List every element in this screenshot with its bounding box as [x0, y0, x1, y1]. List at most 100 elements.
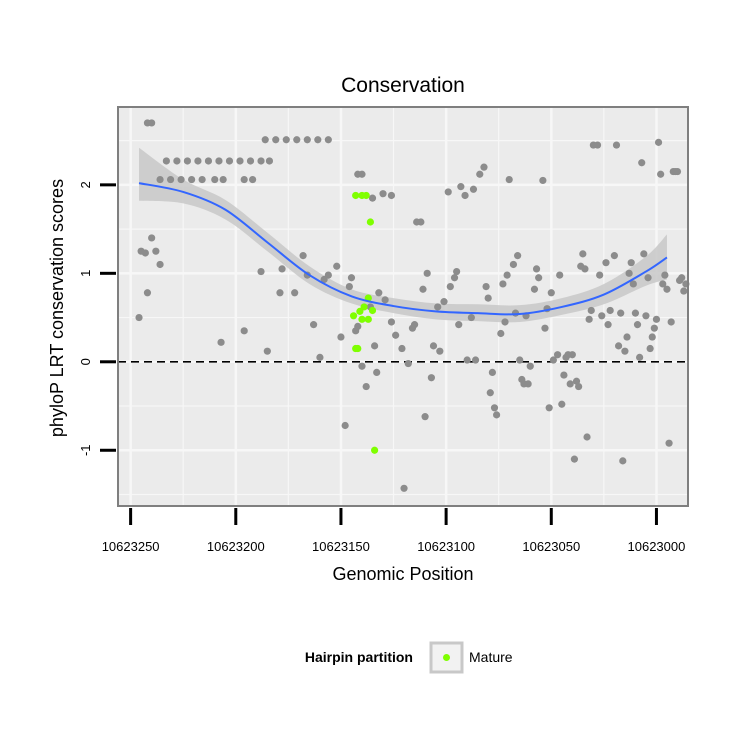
data-point: [499, 280, 507, 288]
data-point: [648, 333, 656, 341]
mature-point: [349, 312, 358, 320]
data-point: [257, 157, 265, 165]
data-point: [570, 455, 579, 463]
data-point: [644, 274, 652, 282]
data-point: [509, 260, 518, 269]
data-point: [373, 368, 381, 377]
data-point: [188, 175, 196, 184]
data-point: [265, 157, 274, 165]
data-point: [654, 138, 663, 146]
legend: Hairpin partition Mature: [305, 641, 513, 674]
data-point: [381, 296, 389, 304]
x-tick-label: 10623150: [312, 539, 370, 554]
data-point: [678, 274, 686, 282]
data-point: [514, 252, 522, 260]
data-point: [541, 324, 549, 332]
data-point: [621, 347, 629, 355]
y-tick-label: 2: [78, 181, 93, 188]
data-point: [617, 309, 625, 317]
data-point: [347, 274, 356, 282]
data-point: [463, 356, 471, 364]
y-tick-label: 0: [78, 358, 93, 365]
data-point: [225, 157, 234, 165]
data-point: [659, 280, 667, 288]
legend-mature-marker: [443, 654, 450, 661]
mature-point: [358, 315, 366, 323]
mature-point: [362, 191, 370, 200]
data-point: [625, 269, 633, 277]
data-point: [143, 119, 152, 127]
data-point: [211, 175, 219, 184]
data-point: [627, 259, 635, 267]
data-point: [631, 309, 640, 317]
data-point: [680, 287, 688, 295]
data-point: [575, 382, 583, 391]
data-point: [486, 389, 494, 397]
data-point: [417, 218, 425, 226]
data-point: [526, 362, 534, 370]
data-point: [299, 252, 307, 260]
data-point: [427, 374, 435, 382]
data-point: [236, 157, 244, 165]
data-point: [135, 313, 143, 322]
data-point: [375, 289, 383, 297]
data-point: [558, 400, 566, 408]
data-point: [553, 351, 562, 359]
data-point: [545, 404, 553, 412]
data-point: [467, 313, 475, 322]
data-point: [530, 285, 539, 293]
data-point: [310, 321, 318, 329]
data-point: [440, 298, 448, 306]
data-point: [392, 331, 400, 339]
data-point: [436, 347, 444, 355]
data-point: [240, 175, 248, 184]
data-point: [337, 333, 345, 341]
data-point: [421, 413, 429, 421]
data-point: [276, 289, 284, 297]
data-point: [581, 265, 589, 273]
data-point: [162, 157, 170, 165]
data-point: [358, 362, 366, 370]
data-point: [156, 175, 164, 184]
data-point: [636, 353, 644, 361]
data-point: [324, 271, 332, 279]
data-point: [566, 380, 574, 388]
data-point: [652, 315, 661, 323]
panel-border: [117, 106, 689, 507]
data-point: [173, 157, 181, 165]
data-point: [471, 356, 480, 364]
data-point: [177, 175, 185, 184]
x-axis-label: Genomic Position: [332, 564, 473, 584]
mature-point: [352, 191, 360, 200]
data-point: [556, 271, 564, 279]
data-point: [579, 250, 587, 258]
data-point: [152, 247, 160, 255]
data-point: [503, 271, 511, 279]
data-point: [450, 274, 459, 282]
data-point: [371, 342, 379, 350]
data-point: [560, 371, 568, 379]
data-point: [166, 175, 175, 184]
data-point: [638, 159, 646, 167]
y-tick-label: -1: [78, 444, 93, 456]
data-point: [183, 157, 192, 165]
series-other: [135, 119, 690, 492]
data-point: [324, 136, 332, 144]
data-point: [423, 269, 431, 277]
data-point: [593, 141, 602, 149]
data-point: [291, 289, 299, 297]
data-point: [640, 250, 648, 258]
data-point: [614, 342, 623, 350]
chart-title: Conservation: [341, 74, 465, 97]
data-point: [249, 175, 257, 184]
data-point: [261, 136, 269, 144]
data-point: [398, 344, 406, 353]
mature-point: [354, 344, 362, 353]
data-point: [650, 324, 658, 332]
data-point: [476, 170, 484, 178]
data-point: [490, 404, 499, 412]
data-point: [619, 457, 627, 465]
data-point: [663, 285, 671, 293]
data-point: [667, 318, 675, 326]
data-point: [257, 267, 265, 276]
